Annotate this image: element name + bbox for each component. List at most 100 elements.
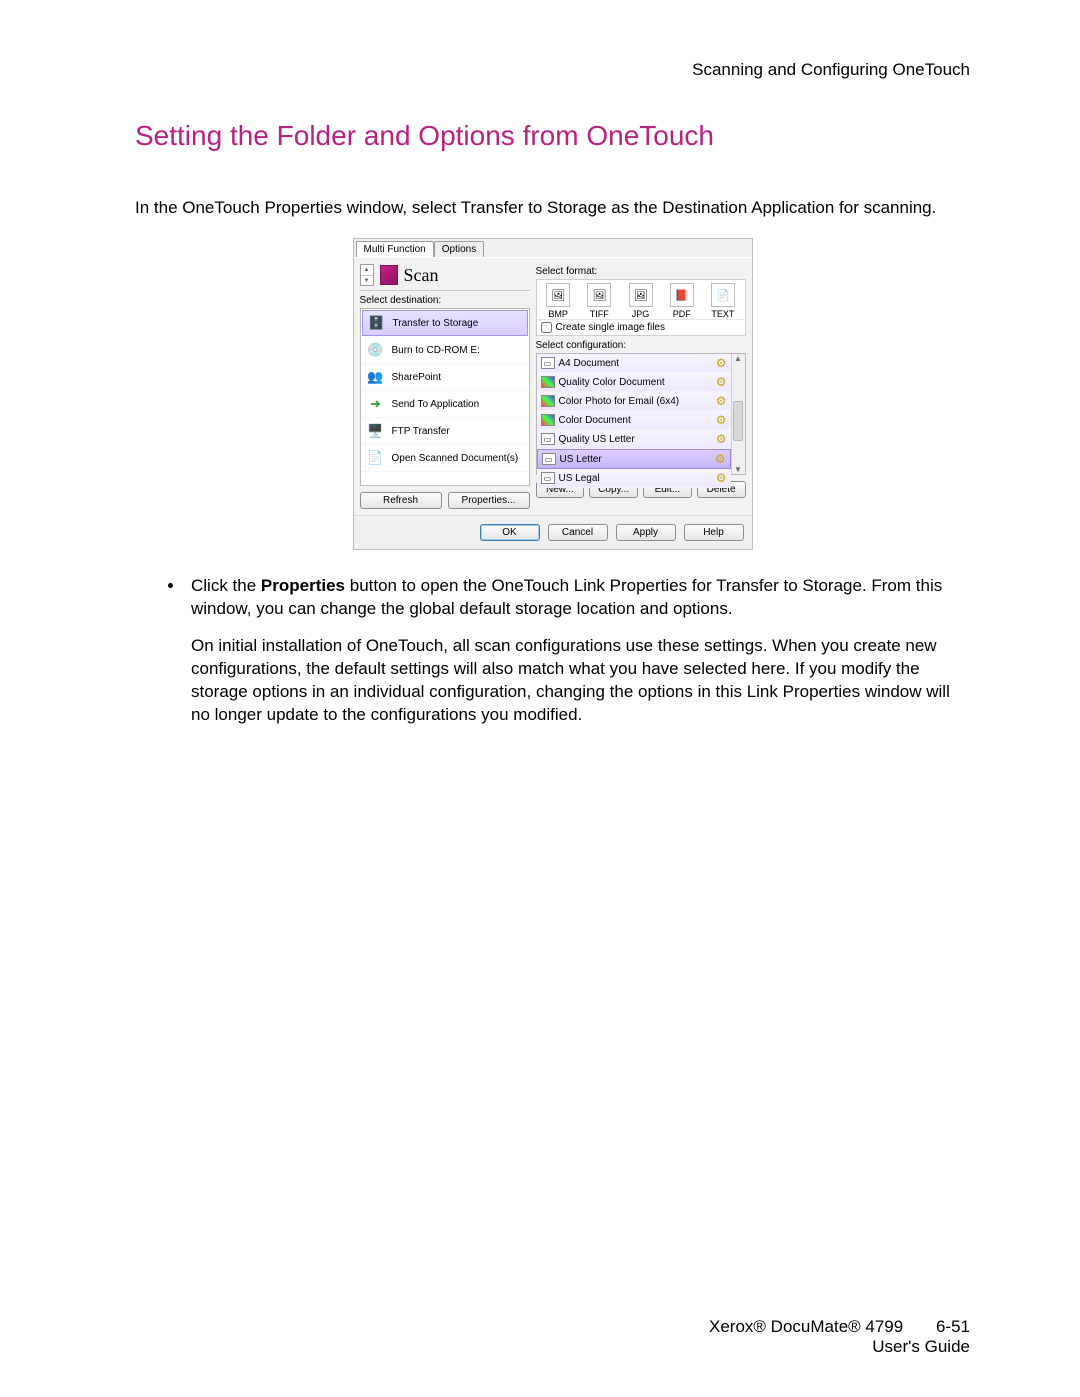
color-page-icon	[541, 376, 555, 388]
pdf-icon: 📕	[670, 283, 694, 307]
select-configuration-label: Select configuration:	[536, 340, 746, 351]
dialog-footer: OK Cancel Apply Help	[354, 515, 752, 549]
cd-icon: 💿	[366, 341, 386, 359]
bw-page-icon: ▭	[542, 453, 556, 465]
tab-options[interactable]: Options	[434, 241, 484, 257]
page-footer: Xerox® DocuMate® 4799 6-51 User's Guide	[110, 1317, 970, 1357]
intro-paragraph: In the OneTouch Properties window, selec…	[135, 197, 970, 218]
config-quality-color-document[interactable]: Quality Color Document ⚙	[537, 373, 731, 392]
bmp-icon: 🖼	[546, 283, 570, 307]
format-label: TEXT	[704, 309, 741, 319]
footer-guide: User's Guide	[872, 1337, 970, 1357]
destination-send-to-app[interactable]: ➜ Send To Application	[361, 391, 529, 418]
footer-page-number: 6-51	[936, 1317, 970, 1337]
onetouch-properties-dialog: Multi Function Options ▲ ▼ Scan Select d…	[353, 238, 753, 550]
scan-label: Scan	[404, 265, 439, 286]
list-item-label: Transfer to Storage	[393, 318, 479, 329]
format-bmp[interactable]: 🖼 BMP	[540, 283, 577, 319]
gear-icon: ⚙	[716, 413, 727, 427]
bullet-list: Click the Properties button to open the …	[135, 575, 970, 727]
refresh-button[interactable]: Refresh	[360, 492, 442, 509]
footer-product: Xerox® DocuMate® 4799	[709, 1317, 903, 1337]
format-label: TIFF	[581, 309, 618, 319]
list-item-label: Send To Application	[392, 399, 480, 410]
list-item-label: US Letter	[560, 454, 602, 465]
gear-icon: ⚙	[716, 375, 727, 389]
properties-button[interactable]: Properties...	[448, 492, 530, 509]
scan-icon	[380, 265, 398, 285]
scan-index-spinner[interactable]: ▲ ▼	[360, 264, 374, 286]
bullet-text-before: Click the	[191, 576, 261, 595]
bw-page-icon: ▭	[541, 357, 555, 369]
destination-open-scanned[interactable]: 📄 Open Scanned Document(s)	[361, 445, 529, 472]
config-quality-us-letter[interactable]: ▭ Quality US Letter ⚙	[537, 430, 731, 449]
format-jpg[interactable]: 🖼 JPG	[622, 283, 659, 319]
select-destination-label: Select destination:	[360, 295, 530, 306]
tab-multi-function[interactable]: Multi Function	[356, 241, 434, 257]
storage-icon: 🗄️	[367, 314, 387, 332]
chevron-down-icon[interactable]: ▼	[734, 465, 742, 474]
config-us-legal[interactable]: ▭ US Legal ⚙	[537, 469, 731, 488]
ftp-icon: 🖥️	[366, 422, 386, 440]
config-color-photo-email[interactable]: Color Photo for Email (6x4) ⚙	[537, 392, 731, 411]
destination-list[interactable]: 🗄️ Transfer to Storage 💿 Burn to CD-ROM …	[360, 308, 530, 486]
destination-burn-cd[interactable]: 💿 Burn to CD-ROM E:	[361, 337, 529, 364]
gear-icon: ⚙	[716, 394, 727, 408]
dialog-tabs: Multi Function Options	[354, 239, 752, 258]
format-label: PDF	[663, 309, 700, 319]
list-item-label: Quality Color Document	[559, 377, 665, 388]
apply-button[interactable]: Apply	[616, 524, 676, 541]
send-icon: ➜	[366, 395, 386, 413]
scrollbar[interactable]: ▲ ▼	[731, 354, 745, 474]
gear-icon: ⚙	[716, 356, 727, 370]
list-item-label: Burn to CD-ROM E:	[392, 345, 480, 356]
gear-icon: ⚙	[716, 432, 727, 446]
list-item-label: Quality US Letter	[559, 434, 635, 445]
bullet-item: Click the Properties button to open the …	[185, 575, 970, 727]
config-us-letter[interactable]: ▭US Letter ⚙	[537, 449, 731, 469]
select-format-label: Select format:	[536, 266, 746, 277]
list-item-label: Color Photo for Email (6x4)	[559, 396, 680, 407]
section-title: Setting the Folder and Options from OneT…	[135, 120, 970, 152]
list-item-label: US Legal	[559, 473, 600, 484]
format-label: JPG	[622, 309, 659, 319]
list-item-label: FTP Transfer	[392, 426, 450, 437]
destination-ftp[interactable]: 🖥️ FTP Transfer	[361, 418, 529, 445]
gear-icon: ⚙	[716, 471, 727, 485]
tiff-icon: 🖼	[587, 283, 611, 307]
bw-page-icon: ▭	[541, 472, 555, 484]
scrollbar-thumb[interactable]	[733, 401, 743, 441]
chevron-up-icon[interactable]: ▲	[734, 354, 742, 363]
format-pdf[interactable]: 📕 PDF	[663, 283, 700, 319]
format-tiff[interactable]: 🖼 TIFF	[581, 283, 618, 319]
config-a4-document[interactable]: ▭ A4 Document ⚙	[537, 354, 731, 373]
jpg-icon: 🖼	[629, 283, 653, 307]
configuration-list[interactable]: ▭A4 Document ⚙ Quality Color Document ⚙ …	[536, 353, 746, 475]
config-color-document[interactable]: Color Document ⚙	[537, 411, 731, 430]
running-header: Scanning and Configuring OneTouch	[135, 60, 970, 80]
sharepoint-icon: 👥	[366, 368, 386, 386]
create-single-image-checkbox[interactable]: Create single image files	[536, 319, 746, 336]
chevron-down-icon[interactable]: ▼	[361, 276, 373, 286]
cancel-button[interactable]: Cancel	[548, 524, 608, 541]
checkbox-input[interactable]	[541, 322, 552, 333]
document-icon: 📄	[366, 449, 386, 467]
scan-header: ▲ ▼ Scan	[360, 262, 530, 291]
bullet-paragraph: On initial installation of OneTouch, all…	[191, 635, 970, 727]
format-label: BMP	[540, 309, 577, 319]
help-button[interactable]: Help	[684, 524, 744, 541]
bullet-text-bold: Properties	[261, 576, 345, 595]
color-page-icon	[541, 414, 555, 426]
destination-sharepoint[interactable]: 👥 SharePoint	[361, 364, 529, 391]
text-icon: 📄	[711, 283, 735, 307]
checkbox-label: Create single image files	[556, 322, 666, 333]
format-text[interactable]: 📄 TEXT	[704, 283, 741, 319]
list-item-label: Open Scanned Document(s)	[392, 453, 519, 464]
list-item-label: SharePoint	[392, 372, 441, 383]
list-item-label: A4 Document	[559, 358, 620, 369]
color-page-icon	[541, 395, 555, 407]
bw-page-icon: ▭	[541, 433, 555, 445]
destination-transfer-to-storage[interactable]: 🗄️ Transfer to Storage	[362, 310, 528, 336]
chevron-up-icon[interactable]: ▲	[361, 265, 373, 276]
ok-button[interactable]: OK	[480, 524, 540, 541]
